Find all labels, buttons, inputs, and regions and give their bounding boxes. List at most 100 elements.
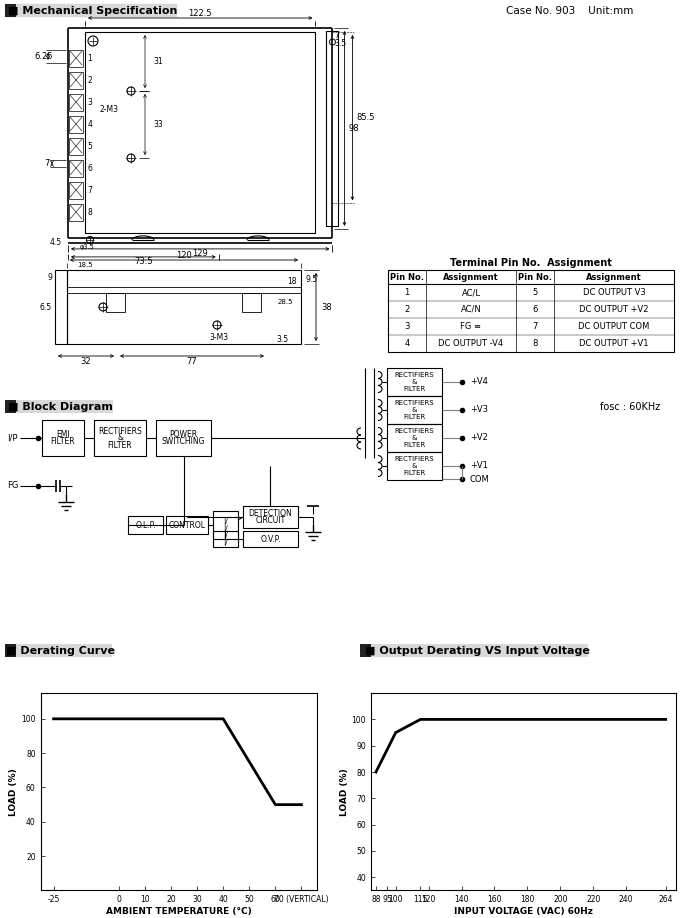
Text: 6: 6 bbox=[532, 305, 538, 314]
Text: 6: 6 bbox=[88, 164, 92, 173]
Bar bbox=[213, 531, 238, 547]
Bar bbox=[360, 644, 371, 657]
Text: 8: 8 bbox=[532, 339, 538, 348]
Text: |/: |/ bbox=[223, 518, 228, 525]
Bar bbox=[69, 204, 83, 221]
Text: AC/L: AC/L bbox=[461, 288, 480, 297]
Bar bbox=[387, 396, 442, 424]
Text: &: & bbox=[412, 463, 417, 469]
Text: SWITCHING: SWITCHING bbox=[162, 437, 205, 446]
Bar bbox=[387, 368, 442, 396]
Text: COM: COM bbox=[470, 475, 490, 484]
Text: FILTER: FILTER bbox=[403, 442, 426, 448]
Text: Pin No.: Pin No. bbox=[518, 273, 552, 282]
Bar bbox=[67, 270, 301, 344]
Bar bbox=[243, 506, 298, 528]
Text: 4: 4 bbox=[88, 120, 92, 129]
Bar bbox=[5, 644, 112, 657]
Text: FG: FG bbox=[6, 482, 18, 490]
Bar bbox=[42, 420, 84, 456]
Text: RECTIFIERS: RECTIFIERS bbox=[395, 428, 434, 434]
Text: 9.5: 9.5 bbox=[306, 274, 318, 284]
Text: ■ Block Diagram: ■ Block Diagram bbox=[8, 401, 113, 411]
Text: Pin No.: Pin No. bbox=[390, 273, 424, 282]
Text: 18: 18 bbox=[287, 277, 297, 286]
Text: 31: 31 bbox=[153, 57, 162, 66]
Bar bbox=[106, 293, 125, 312]
Bar bbox=[69, 94, 83, 111]
Bar bbox=[387, 424, 442, 452]
Bar bbox=[326, 31, 339, 226]
Text: Assignment: Assignment bbox=[586, 273, 642, 282]
Bar bbox=[243, 531, 298, 547]
Text: +V2: +V2 bbox=[470, 433, 488, 442]
Text: φ3.5: φ3.5 bbox=[80, 244, 95, 250]
Bar bbox=[156, 420, 211, 456]
Bar bbox=[388, 270, 674, 352]
Text: 7: 7 bbox=[335, 30, 339, 39]
Text: Case No. 903    Unit:mm: Case No. 903 Unit:mm bbox=[506, 6, 634, 16]
Text: 32: 32 bbox=[80, 356, 91, 365]
Bar bbox=[69, 182, 83, 199]
Text: +V1: +V1 bbox=[470, 462, 488, 471]
Text: 2-M3: 2-M3 bbox=[99, 105, 118, 114]
Bar bbox=[360, 644, 588, 657]
Text: 4.5: 4.5 bbox=[50, 239, 62, 247]
Text: DC OUTPUT V3: DC OUTPUT V3 bbox=[582, 288, 645, 297]
Text: &: & bbox=[412, 435, 417, 441]
Text: RECTIFIERS: RECTIFIERS bbox=[98, 427, 142, 435]
Text: O.L.P.: O.L.P. bbox=[135, 521, 155, 530]
Text: 8: 8 bbox=[88, 208, 92, 217]
Text: 38: 38 bbox=[321, 303, 332, 311]
Y-axis label: LOAD (%): LOAD (%) bbox=[340, 767, 349, 816]
Text: 7: 7 bbox=[532, 322, 538, 331]
Bar bbox=[55, 270, 67, 344]
Text: 4: 4 bbox=[405, 339, 409, 348]
Text: DC OUTPUT -V4: DC OUTPUT -V4 bbox=[438, 339, 503, 348]
Text: DC OUTPUT +V1: DC OUTPUT +V1 bbox=[580, 339, 649, 348]
Text: 3.5: 3.5 bbox=[276, 334, 288, 343]
Text: RECTIFIERS: RECTIFIERS bbox=[395, 372, 434, 378]
Text: 5: 5 bbox=[88, 142, 92, 151]
Bar bbox=[69, 160, 83, 177]
Text: FILTER: FILTER bbox=[50, 437, 76, 446]
Bar bbox=[69, 116, 83, 133]
X-axis label: AMBIENT TEMPERATURE (°C): AMBIENT TEMPERATURE (°C) bbox=[106, 907, 252, 916]
Text: |/: |/ bbox=[223, 525, 228, 532]
Text: 6.25: 6.25 bbox=[34, 52, 52, 61]
Bar bbox=[5, 4, 177, 17]
Text: |/: |/ bbox=[223, 539, 228, 546]
Text: 33: 33 bbox=[153, 120, 162, 129]
Bar bbox=[85, 32, 316, 233]
Bar bbox=[5, 4, 16, 17]
X-axis label: INPUT VOLTAGE (VAC) 60Hz: INPUT VOLTAGE (VAC) 60Hz bbox=[454, 907, 593, 916]
Text: &: & bbox=[117, 433, 123, 442]
Bar bbox=[69, 138, 83, 155]
Text: FILTER: FILTER bbox=[403, 386, 426, 392]
Text: I/P: I/P bbox=[8, 433, 18, 442]
Text: DC OUTPUT +V2: DC OUTPUT +V2 bbox=[580, 305, 649, 314]
Text: 77: 77 bbox=[187, 356, 197, 365]
Text: +V3: +V3 bbox=[470, 406, 488, 415]
Bar bbox=[5, 400, 16, 413]
Text: ■ Mechanical Specification: ■ Mechanical Specification bbox=[8, 6, 178, 16]
Y-axis label: LOAD (%): LOAD (%) bbox=[10, 767, 18, 816]
Text: fosc : 60KHz: fosc : 60KHz bbox=[600, 401, 660, 411]
Bar bbox=[5, 644, 16, 657]
Text: Terminal Pin No.  Assignment: Terminal Pin No. Assignment bbox=[450, 258, 612, 268]
Text: &: & bbox=[412, 407, 417, 413]
Text: ■ Derating Curve: ■ Derating Curve bbox=[6, 645, 115, 655]
Text: ■ Output Derating VS Input Voltage: ■ Output Derating VS Input Voltage bbox=[365, 645, 589, 655]
Bar bbox=[166, 516, 208, 534]
Text: 9: 9 bbox=[47, 274, 52, 283]
Text: Assignment: Assignment bbox=[443, 273, 499, 282]
Text: FILTER: FILTER bbox=[108, 441, 132, 450]
Bar bbox=[94, 420, 146, 456]
Bar bbox=[128, 516, 163, 534]
Text: DETECTION: DETECTION bbox=[248, 509, 293, 518]
Text: +V4: +V4 bbox=[470, 377, 488, 386]
Text: 129: 129 bbox=[193, 250, 208, 258]
Text: DC OUTPUT COM: DC OUTPUT COM bbox=[578, 322, 650, 331]
Text: 6.5: 6.5 bbox=[40, 303, 52, 311]
Text: 1: 1 bbox=[88, 54, 92, 63]
